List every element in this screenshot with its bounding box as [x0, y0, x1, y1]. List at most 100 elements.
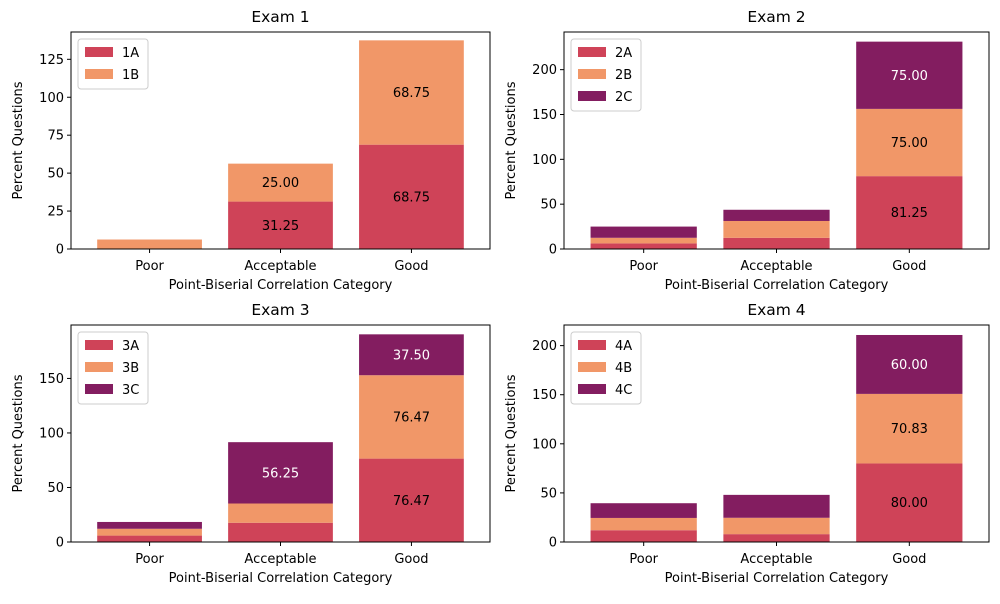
y-tick-label: 100 [532, 153, 557, 168]
data-label: 68.75 [393, 190, 430, 205]
y-axis-label: Percent Questions [11, 81, 26, 199]
legend: 4A 4B 4C [570, 331, 642, 405]
y-tick-label: 150 [39, 372, 64, 387]
legend: 2A 2B 2C [570, 38, 642, 112]
legend-label: 1A [122, 46, 139, 61]
x-tick-label: Poor [629, 259, 658, 274]
legend-label: 3A [122, 339, 139, 354]
legend-label: 4C [615, 383, 632, 398]
legend-label: 2A [615, 46, 632, 61]
x-tick-label: Good [394, 259, 428, 274]
y-tick-label: 0 [56, 243, 64, 258]
legend-label: 3B [122, 361, 139, 376]
x-axis-label: Point-Biserial Correlation Category [665, 571, 889, 586]
bar-1B-acceptable [228, 163, 333, 202]
bar-1A-good [359, 144, 464, 249]
y-tick-label: 100 [39, 426, 64, 441]
bar-2B-acceptable [723, 220, 830, 238]
legend-swatch-3A [85, 340, 113, 350]
bar-2A-good [856, 176, 963, 249]
data-label: 75.00 [891, 136, 928, 151]
legend-label: 1B [122, 68, 139, 83]
legend-swatch-1A [85, 47, 113, 57]
data-label: 68.75 [393, 86, 430, 101]
bar-3C-good [359, 334, 464, 376]
y-tick-label: 25 [47, 205, 64, 220]
x-tick-label: Good [394, 552, 428, 567]
x-axis-label: Point-Biserial Correlation Category [169, 571, 393, 586]
bar-4C-poor [590, 503, 697, 518]
y-tick-label: 100 [39, 91, 64, 106]
y-tick-label: 200 [532, 339, 557, 354]
x-tick-label: Acceptable [740, 552, 812, 567]
data-label: 60.00 [891, 358, 928, 373]
y-tick-label: 200 [532, 63, 557, 78]
bar-2C-poor [590, 226, 697, 238]
legend: 3A 3B 3C [77, 331, 149, 405]
data-label: 80.00 [891, 496, 928, 511]
bar-1B-good [359, 40, 464, 145]
legend-swatch-4A [578, 340, 606, 350]
bar-4B-poor [590, 517, 697, 531]
x-tick-label: Good [892, 552, 926, 567]
bar-3B-acceptable [228, 503, 333, 523]
y-axis-label: Percent Questions [11, 374, 26, 492]
chart-title: Exam 4 [747, 301, 805, 319]
bar-4A-poor [590, 530, 697, 542]
chart-title: Exam 3 [251, 301, 309, 319]
bar-3B-poor [97, 528, 202, 536]
bar-4B-acceptable [723, 517, 830, 535]
x-axis-label: Point-Biserial Correlation Category [665, 278, 889, 293]
legend-label: 2B [615, 68, 632, 83]
y-tick-label: 150 [532, 108, 557, 123]
y-axis-label: Percent Questions [504, 81, 519, 199]
bar-2C-acceptable [723, 209, 830, 221]
y-tick-label: 0 [549, 536, 557, 551]
legend-label: 2C [615, 90, 632, 105]
bar-4A-good [856, 463, 963, 542]
bar-4B-good [856, 393, 963, 464]
x-tick-label: Good [892, 259, 926, 274]
legend-swatch-2A [578, 47, 606, 57]
subplot-exam-3: 76.47 76.47 56.25 37.50 0 50 100 150 Poor Accepta… [11, 301, 491, 586]
bar-2A-acceptable [723, 237, 830, 249]
y-axis-label: Percent Questions [504, 374, 519, 492]
bar-1A-acceptable [228, 201, 333, 249]
bar-3A-good [359, 458, 464, 542]
legend-swatch-2C [578, 91, 606, 101]
bar-2B-poor [590, 237, 697, 244]
bar-3B-good [359, 375, 464, 459]
x-tick-label: Poor [135, 552, 164, 567]
y-tick-label: 50 [47, 481, 64, 496]
legend-swatch-1B [85, 69, 113, 79]
legend-swatch-4C [578, 384, 606, 394]
data-label: 76.47 [393, 494, 430, 509]
bar-4C-good [856, 334, 963, 394]
bar-4C-acceptable [723, 494, 830, 518]
bar-3C-acceptable [228, 442, 333, 504]
legend-label: 3C [122, 383, 139, 398]
bar-4A-acceptable [723, 534, 830, 542]
data-label: 56.25 [262, 466, 299, 481]
data-label: 37.50 [393, 348, 430, 363]
data-label: 31.25 [262, 219, 299, 234]
y-tick-label: 50 [47, 167, 64, 182]
y-tick-label: 125 [39, 53, 64, 68]
legend-swatch-2B [578, 69, 606, 79]
x-tick-label: Acceptable [244, 259, 316, 274]
subplot-exam-4: 80.00 70.83 60.00 0 50 100 150 200 Poor Acceptabl… [504, 301, 990, 586]
legend-swatch-4B [578, 362, 606, 372]
x-tick-label: Poor [629, 552, 658, 567]
y-tick-label: 0 [56, 536, 64, 551]
chart-title: Exam 1 [251, 8, 309, 26]
x-tick-label: Acceptable [244, 552, 316, 567]
y-tick-label: 0 [549, 243, 557, 258]
data-label: 70.83 [891, 422, 928, 437]
bar-3C-poor [97, 521, 202, 529]
data-label: 76.47 [393, 410, 430, 425]
subplot-exam-2: 81.25 75.00 75.00 0 50 100 150 200 Poor Acceptabl… [504, 8, 990, 293]
y-tick-label: 150 [532, 388, 557, 403]
y-tick-label: 100 [532, 437, 557, 452]
